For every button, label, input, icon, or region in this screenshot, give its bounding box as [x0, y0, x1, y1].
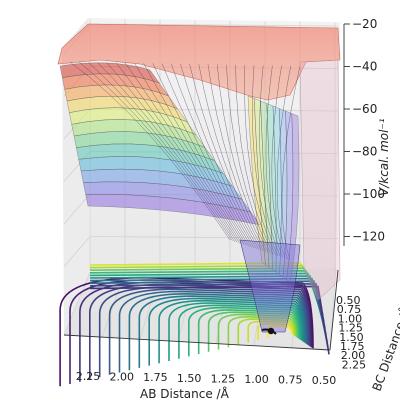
z-tick-label: −20: [352, 17, 377, 31]
contour-line: [108, 288, 309, 375]
mesh-line: [88, 62, 235, 242]
mesh-line: [79, 61, 233, 241]
z-tick-label: −100: [352, 187, 385, 201]
contour-line: [168, 302, 303, 361]
y-tick-label: 1.00: [338, 312, 363, 325]
z-tick-label: −40: [352, 60, 377, 74]
y-tick-label: 1.25: [338, 322, 363, 335]
mesh-line: [271, 65, 286, 259]
contour-line: [267, 325, 293, 338]
grid-line: [63, 271, 91, 336]
grid-line: [63, 236, 91, 267]
z-axis-label: V/kcal. mol⁻¹: [377, 118, 391, 196]
x-axis-line: [63, 334, 331, 351]
mesh-line: [115, 62, 243, 245]
mesh-line: [207, 64, 267, 253]
x-tick-label: 1.75: [143, 371, 168, 384]
x-tick-label: 1.25: [211, 372, 236, 385]
x-tick-label: 0.50: [312, 374, 337, 387]
contour-line: [158, 299, 304, 364]
y-axis-label: BC Distance /Å: [369, 304, 400, 393]
contour-line: [237, 318, 296, 345]
y-tick-label: 1.75: [340, 340, 365, 353]
z-tick-label: −60: [352, 102, 377, 116]
contour-line: [178, 304, 302, 359]
contour-line: [257, 322, 294, 341]
potential-surface: [57, 23, 341, 333]
mesh-line: [125, 62, 245, 245]
surface-valley: [239, 239, 301, 333]
grid-line: [89, 236, 339, 239]
y-axis-line: [329, 269, 339, 351]
contour-line: [98, 286, 310, 378]
mesh-line: [161, 63, 255, 249]
z-tick-label: −80: [352, 145, 377, 159]
x-tick-label: 1.50: [177, 372, 202, 385]
y-tick-labels: 0.500.751.001.251.501.752.002.25: [336, 294, 366, 371]
grid-line: [63, 193, 91, 225]
z-tick-label: −120: [352, 230, 385, 244]
y-tick-label: 2.25: [342, 358, 367, 371]
mesh-line: [259, 65, 281, 257]
contour-line: [207, 311, 299, 352]
mesh-line: [152, 63, 252, 248]
x-axis-label: AB Distance /Å: [140, 386, 230, 401]
mesh-line: [252, 65, 279, 257]
y-tick-label: 0.50: [336, 294, 361, 307]
y-tick-label: 1.50: [339, 331, 364, 344]
contour-line: [217, 313, 298, 350]
x-tick-labels: 2.25 2.00 1.75 1.50 1.25 1.00 0.75 0.50: [76, 370, 337, 387]
mesh-line: [97, 62, 238, 243]
y-tick-label: 2.00: [341, 349, 366, 362]
mesh-line: [281, 65, 301, 261]
axes: [63, 24, 345, 351]
contour-line: [128, 292, 307, 371]
z-tick-labels: −20 −40 −60 −80 −100 −120: [344, 17, 385, 244]
y-tick-label: 0.75: [337, 303, 362, 316]
surface-band: [286, 113, 300, 283]
contour-line: [197, 309, 300, 355]
mesh-line: [276, 65, 292, 260]
surface-edge: [299, 59, 341, 301]
contour-line: [148, 297, 305, 366]
grid-line: [89, 23, 339, 27]
x-tick-label: 2.25: [76, 370, 101, 383]
trajectory-point: [267, 327, 275, 335]
mesh-line: [235, 64, 274, 255]
x-tick-label: 2.00: [109, 371, 134, 384]
mesh-line: [143, 63, 250, 247]
surface-plateau: [57, 23, 341, 101]
mesh-line: [134, 63, 247, 246]
contour-projection: [59, 262, 330, 387]
x-tick-label: 1.00: [244, 373, 269, 386]
mesh-line: [265, 65, 284, 258]
trajectory: [261, 327, 277, 335]
mesh-line: [189, 64, 262, 251]
mesh-line: [198, 64, 264, 252]
contour-line: [89, 285, 330, 355]
mesh-line: [106, 62, 240, 244]
contour-line: [118, 290, 308, 373]
contour-line: [138, 295, 306, 368]
mesh-line: [226, 64, 272, 254]
contour-line: [188, 306, 301, 357]
mesh-line: [244, 65, 276, 256]
mesh-line: [180, 63, 259, 250]
mesh-line: [69, 61, 231, 241]
contour-line: [227, 315, 297, 348]
mesh-line: [170, 63, 257, 249]
x-tick-label: 0.75: [278, 374, 303, 387]
mesh-line: [216, 64, 269, 253]
